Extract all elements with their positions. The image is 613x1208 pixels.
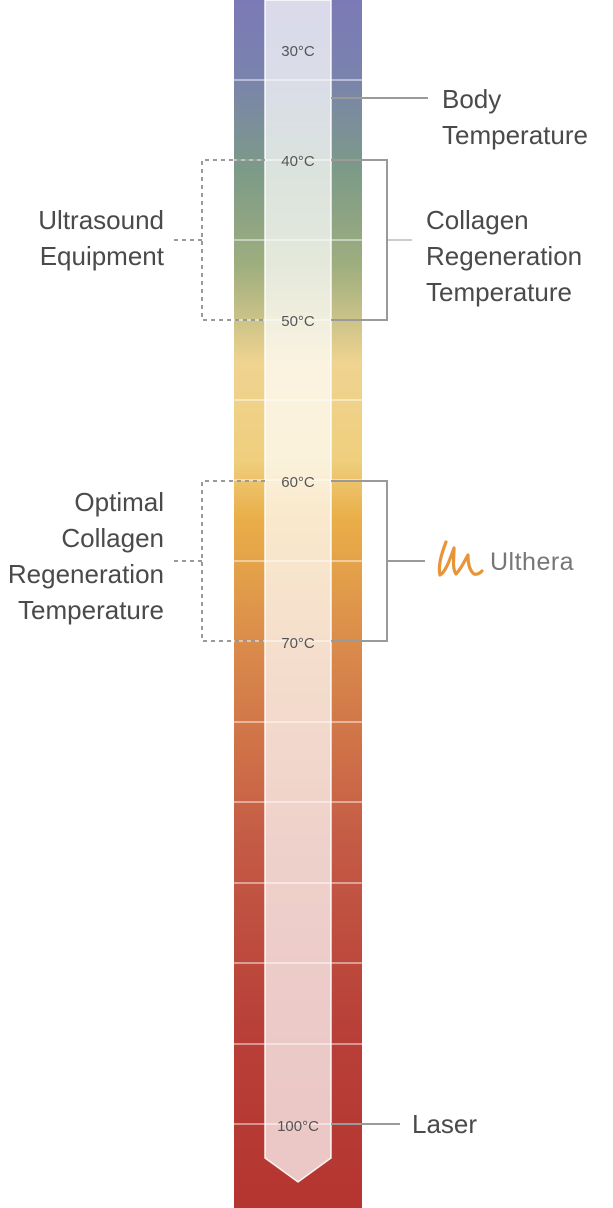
label-line: Collagen	[426, 205, 529, 235]
tick-label: 30°C	[281, 43, 315, 60]
tick-label: 60°C	[281, 474, 315, 491]
body-temperature-label: Body Temperature	[442, 81, 588, 153]
label-line: Equipment	[39, 241, 164, 271]
label-line: Temperature	[442, 120, 588, 150]
label-line: Regeneration	[7, 559, 164, 589]
label-line: Laser	[412, 1109, 478, 1139]
ulthera-logo-text: Ulthera	[490, 547, 575, 576]
laser-label: Laser	[412, 1106, 477, 1142]
tick-label: 100°C	[277, 1118, 319, 1135]
tick-label: 40°C	[281, 153, 315, 170]
tick-label: 70°C	[281, 635, 315, 652]
label-line: Optimal	[74, 487, 164, 517]
label-line: Temperature	[18, 595, 164, 625]
ulthera-logo: Ulthera	[486, 540, 574, 584]
collagen-regeneration-label: Collagen Regeneration Temperature	[426, 202, 582, 310]
thermometer-inner-column	[264, 0, 332, 1183]
label-line: Temperature	[426, 277, 572, 307]
label-line: Ultrasound	[38, 205, 164, 235]
label-line: Regeneration	[426, 241, 583, 271]
ulthera-logo-mark	[437, 540, 484, 577]
label-line: Collagen	[61, 523, 164, 553]
ultrasound-equipment-label: Ultrasound Equipment	[38, 202, 164, 274]
label-line: Body	[442, 84, 502, 114]
tick-label: 50°C	[281, 313, 315, 330]
optimal-collagen-label: Optimal Collagen Regeneration Temperatur…	[8, 484, 164, 628]
